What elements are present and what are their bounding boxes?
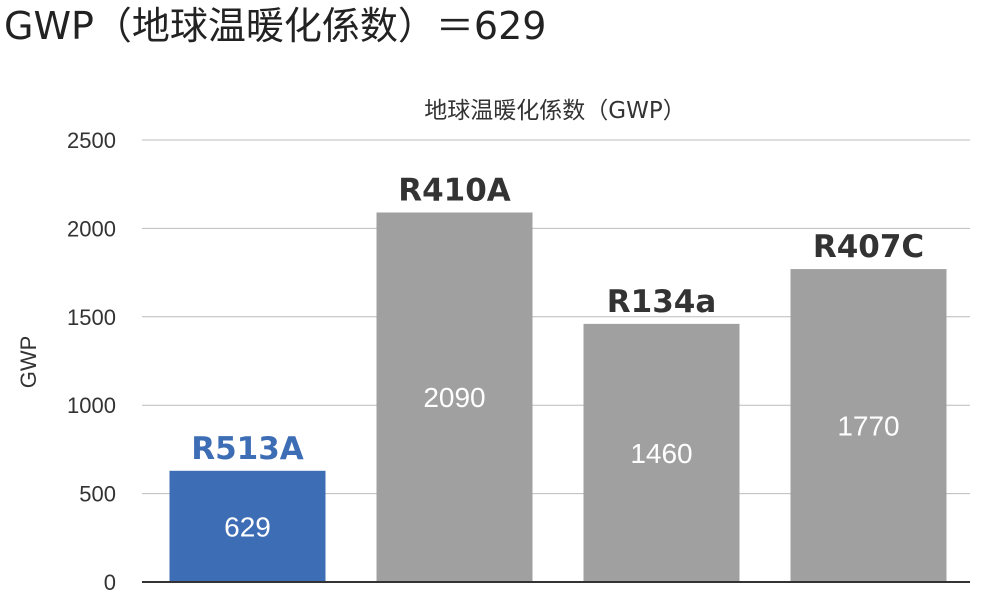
bar-r407c (790, 269, 947, 582)
bar-r410a (376, 212, 533, 582)
category-label: R513A (191, 431, 304, 467)
bars: 629 R513A 2090 R410A 1460 R134a 1770 R407C (169, 172, 947, 582)
bar-value-label: 1460 (630, 438, 692, 469)
y-tick-label: 500 (79, 482, 116, 507)
bar-value-label: 1770 (837, 411, 899, 442)
category-label: R410A (398, 172, 511, 208)
bar-value-label: 2090 (423, 382, 485, 413)
y-tick-label: 0 (104, 570, 116, 595)
chart-title: 地球温暖化係数（GWP） (424, 98, 685, 124)
y-axis-label: GWP (16, 336, 41, 389)
y-tick-label: 2500 (67, 128, 116, 153)
y-tick-label: 1000 (67, 393, 116, 418)
y-tick-label: 2000 (67, 216, 116, 241)
category-label: R407C (813, 229, 924, 265)
y-tick-label: 1500 (67, 305, 116, 330)
bar-r513a (169, 470, 326, 582)
bar-value-label: 629 (224, 511, 271, 542)
y-tick-labels: 0 500 1000 1500 2000 2500 (67, 128, 116, 595)
bar-r134a (583, 323, 740, 582)
category-label: R134a (607, 284, 717, 320)
page-heading: GWP（地球温暖化係数）＝629 (4, 4, 547, 48)
